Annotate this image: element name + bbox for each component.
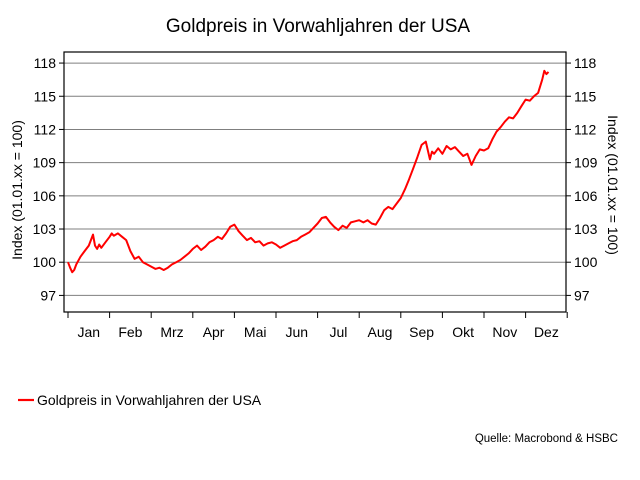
plot-frame — [63, 51, 567, 313]
y-tick-label-left-3: 106 — [33, 188, 57, 204]
y-tick-label-right-1: 100 — [574, 254, 598, 270]
y-tick-label-right-6: 115 — [574, 88, 597, 104]
x-tick-label-dez: Dez — [534, 324, 559, 340]
series-group — [67, 69, 550, 274]
x-tick-label-mai: Mai — [244, 324, 267, 340]
series-line-0 — [67, 69, 550, 274]
y-tick-label-right-3: 106 — [574, 188, 598, 204]
y-tick-label-right-0: 97 — [574, 287, 590, 303]
ticks: 97 97 100 100 103 103 106 106 109 109 112 112 115 115… — [33, 55, 598, 340]
x-tick-label-jan: Jan — [78, 324, 101, 340]
y-tick-label-right-5: 112 — [574, 121, 597, 137]
y-tick-label-left-0: 97 — [40, 287, 56, 303]
x-tick-label-sep: Sep — [409, 324, 434, 340]
gridlines — [64, 62, 566, 296]
y-tick-label-left-4: 109 — [33, 155, 57, 171]
x-tick-label-jun: Jun — [286, 324, 309, 340]
x-tick-label-nov: Nov — [492, 324, 517, 340]
x-tick-label-okt: Okt — [452, 324, 474, 340]
y-tick-label-left-7: 118 — [34, 55, 57, 71]
y-tick-label-left-1: 100 — [33, 254, 57, 270]
legend-label: Goldpreis in Vorwahljahren der USA — [37, 392, 262, 408]
x-tick-label-mrz: Mrz — [160, 324, 183, 340]
y-tick-label-left-5: 112 — [34, 121, 57, 137]
x-tick-label-apr: Apr — [203, 324, 225, 340]
y-tick-label-right-2: 103 — [574, 221, 598, 237]
legend: Goldpreis in Vorwahljahren der USA — [18, 392, 262, 408]
x-tick-label-aug: Aug — [368, 324, 393, 340]
y-tick-label-right-4: 109 — [574, 155, 598, 171]
y-tick-label-right-7: 118 — [574, 55, 597, 71]
x-tick-label-feb: Feb — [118, 324, 142, 340]
x-tick-label-jul: Jul — [329, 324, 347, 340]
y-tick-label-left-2: 103 — [33, 221, 57, 237]
y-tick-label-left-6: 115 — [34, 88, 57, 104]
chart-title: Goldpreis in Vorwahljahren der USA — [166, 16, 470, 37]
source-note: Quelle: Macrobond & HSBC — [475, 433, 618, 445]
y-axis-label-left: Index (01.01.xx = 100) — [9, 120, 25, 260]
y-axis-label-right: Index (01.01.xx = 100) — [605, 115, 621, 255]
